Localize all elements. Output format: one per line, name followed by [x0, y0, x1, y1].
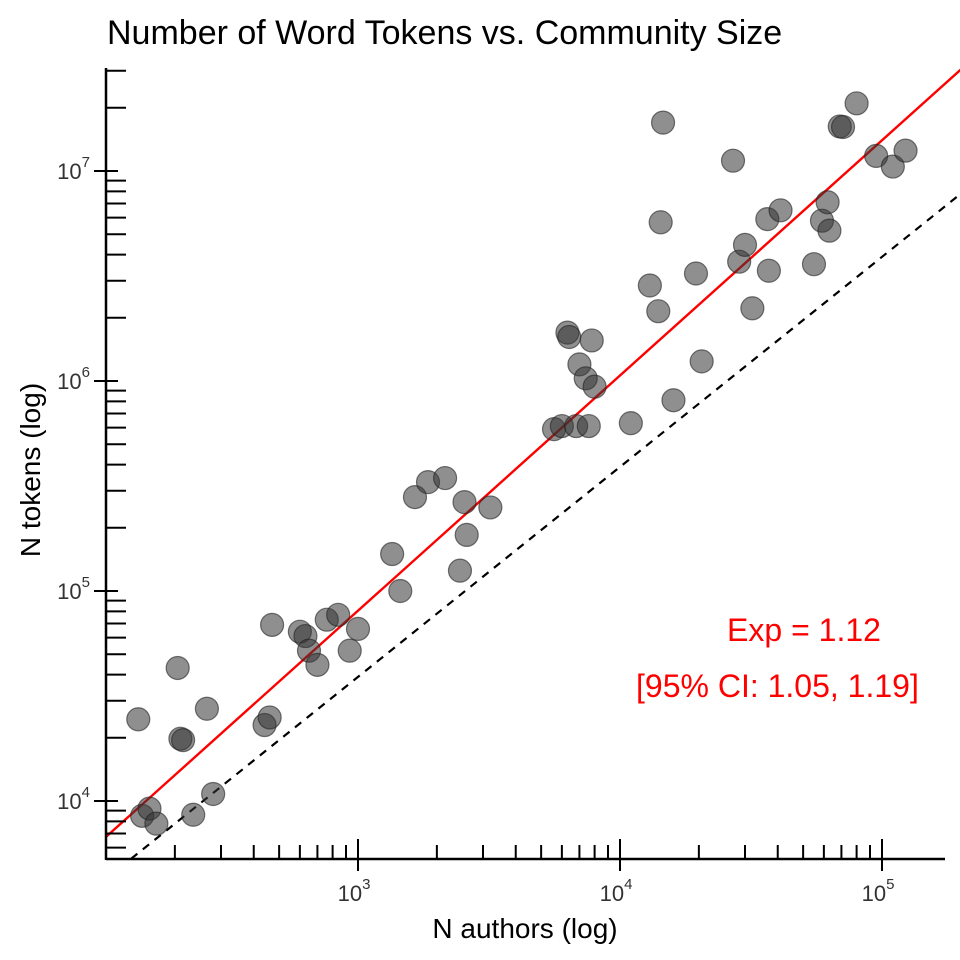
data-point-64 — [893, 138, 918, 163]
chart-title: Number of Word Tokens vs. Community Size — [107, 14, 782, 52]
data-point-58 — [817, 218, 842, 243]
axes: 104 105 106 107 103 104 105 — [57, 68, 945, 906]
data-point-19 — [337, 638, 362, 663]
x-tick-label-1: 104 — [600, 876, 633, 906]
data-point-9 — [201, 781, 226, 807]
data-point-16 — [305, 652, 330, 677]
reference-line — [127, 192, 960, 860]
data-point-60 — [830, 114, 856, 140]
data-point-4 — [165, 655, 190, 681]
y-tick-label-3: 107 — [57, 154, 90, 184]
data-point-63 — [880, 154, 905, 179]
data-point-39 — [582, 374, 607, 399]
data-points — [126, 91, 918, 836]
data-point-28 — [454, 522, 479, 547]
data-point-54 — [768, 198, 793, 223]
y-ticks: 104 105 106 107 — [57, 69, 126, 849]
data-point-40 — [618, 411, 643, 436]
data-point-8 — [194, 696, 219, 721]
data-point-12 — [259, 612, 285, 637]
data-point-11 — [257, 705, 282, 730]
y-tick-label-2: 106 — [57, 364, 90, 394]
x-ticks: 103 104 105 — [173, 839, 895, 906]
data-point-42 — [646, 299, 671, 324]
data-point-18 — [326, 602, 351, 627]
data-point-27 — [452, 490, 477, 515]
exponent-annotation: Exp = 1.12 — [727, 612, 881, 648]
data-point-51 — [740, 296, 765, 321]
data-point-48 — [720, 148, 746, 173]
data-point-26 — [447, 558, 473, 583]
data-point-33 — [557, 324, 582, 350]
data-point-21 — [380, 541, 405, 567]
data-point-6 — [170, 727, 196, 753]
data-point-43 — [648, 210, 673, 235]
data-point-45 — [661, 388, 686, 413]
fit-line — [106, 68, 960, 839]
data-point-38 — [579, 328, 604, 353]
y-tick-label-0: 104 — [57, 784, 90, 814]
data-point-3 — [144, 811, 169, 836]
data-point-29 — [478, 495, 503, 520]
x-axis-label: N authors (log) — [432, 913, 617, 944]
data-point-61 — [844, 91, 869, 116]
data-point-47 — [689, 349, 714, 374]
data-point-25 — [432, 465, 458, 491]
y-axis-label: N tokens (log) — [15, 383, 46, 557]
x-tick-label-2: 105 — [862, 876, 895, 906]
data-point-22 — [388, 578, 413, 604]
ci-annotation: [95% CI: 1.05, 1.19] — [636, 668, 919, 704]
data-point-50 — [732, 232, 758, 257]
data-point-0 — [126, 707, 151, 732]
data-point-53 — [756, 258, 781, 283]
y-tick-label-1: 105 — [57, 574, 90, 604]
data-point-55 — [801, 252, 827, 277]
data-point-20 — [345, 616, 371, 641]
data-point-7 — [181, 802, 206, 827]
data-point-37 — [576, 413, 601, 439]
x-tick-label-0: 103 — [338, 876, 371, 906]
data-point-57 — [815, 190, 840, 215]
data-point-41 — [637, 273, 662, 298]
data-point-46 — [683, 261, 709, 286]
data-point-44 — [650, 110, 676, 135]
